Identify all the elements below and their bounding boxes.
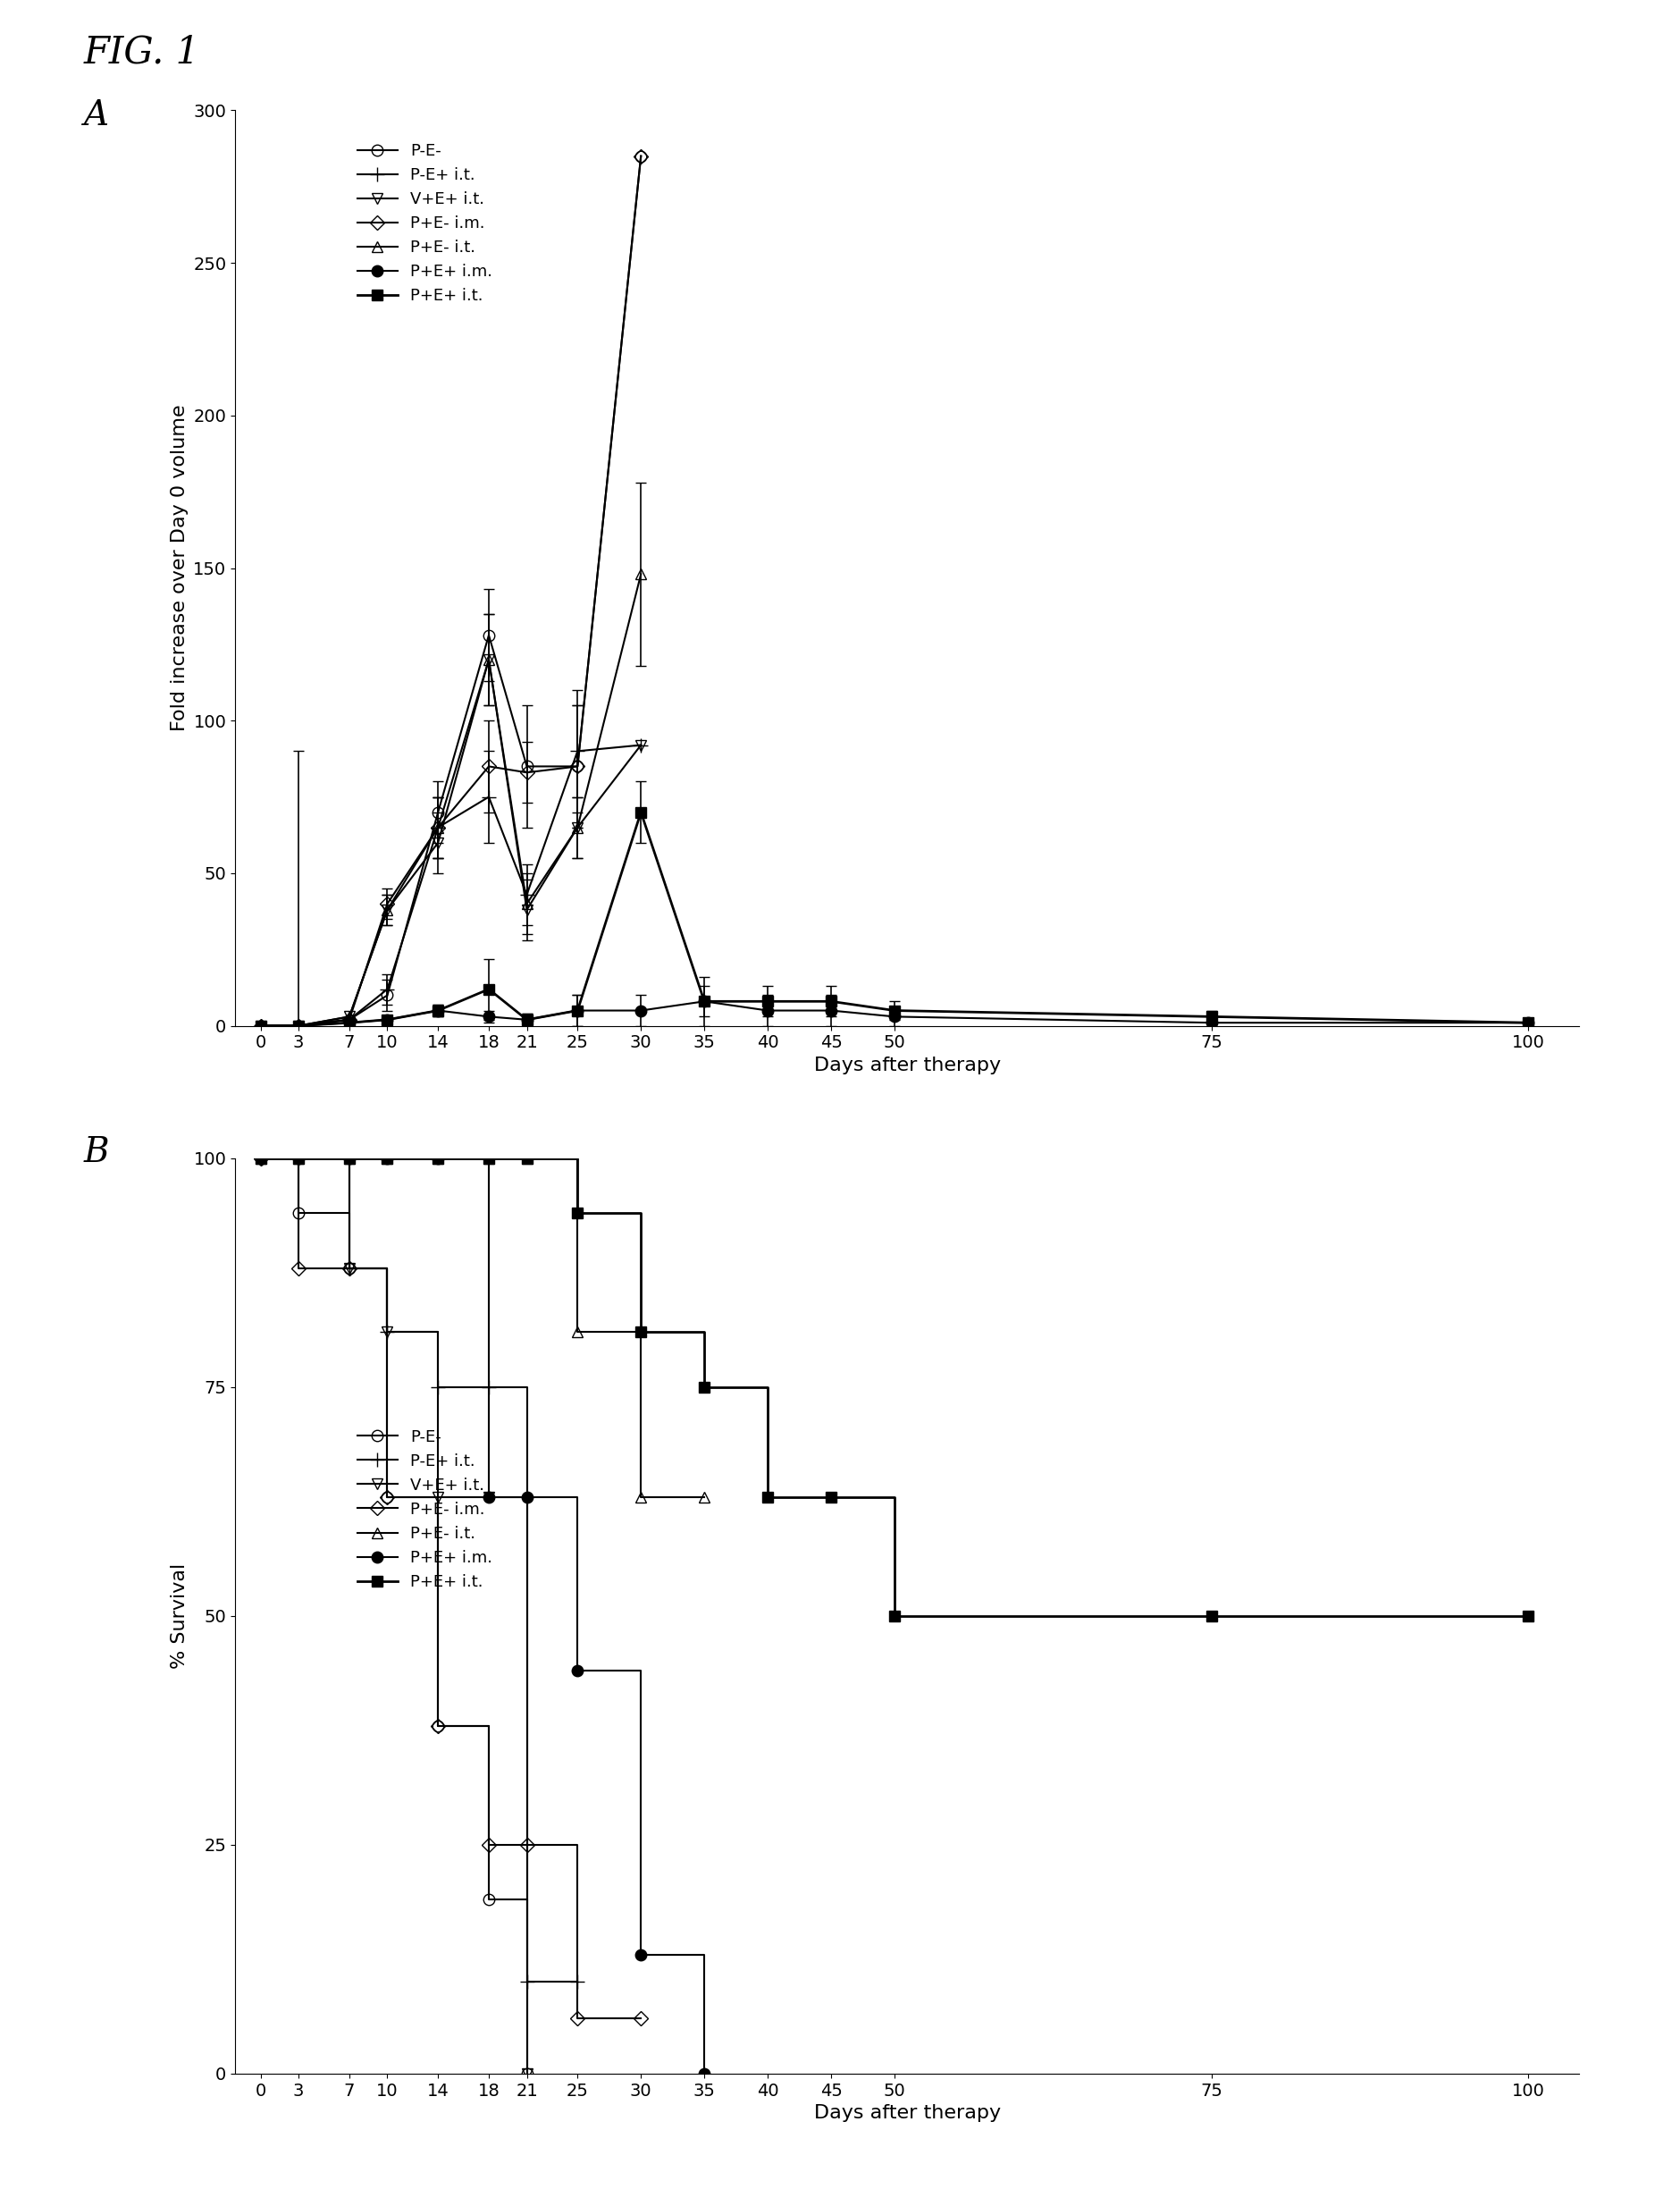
Y-axis label: Fold increase over Day 0 volume: Fold increase over Day 0 volume: [170, 404, 188, 732]
Text: B: B: [84, 1136, 109, 1169]
X-axis label: Days after therapy: Days after therapy: [813, 2105, 1001, 2122]
Text: FIG. 1: FIG. 1: [84, 33, 200, 71]
Text: A: A: [84, 99, 109, 132]
X-axis label: Days after therapy: Days after therapy: [813, 1057, 1001, 1074]
Legend: P-E-, P-E+ i.t., V+E+ i.t., P+E- i.m., P+E- i.t., P+E+ i.m., P+E+ i.t.: P-E-, P-E+ i.t., V+E+ i.t., P+E- i.m., P…: [351, 1423, 499, 1597]
Y-axis label: % Survival: % Survival: [171, 1564, 188, 1668]
Legend: P-E-, P-E+ i.t., V+E+ i.t., P+E- i.m., P+E- i.t., P+E+ i.m., P+E+ i.t.: P-E-, P-E+ i.t., V+E+ i.t., P+E- i.m., P…: [351, 137, 499, 311]
